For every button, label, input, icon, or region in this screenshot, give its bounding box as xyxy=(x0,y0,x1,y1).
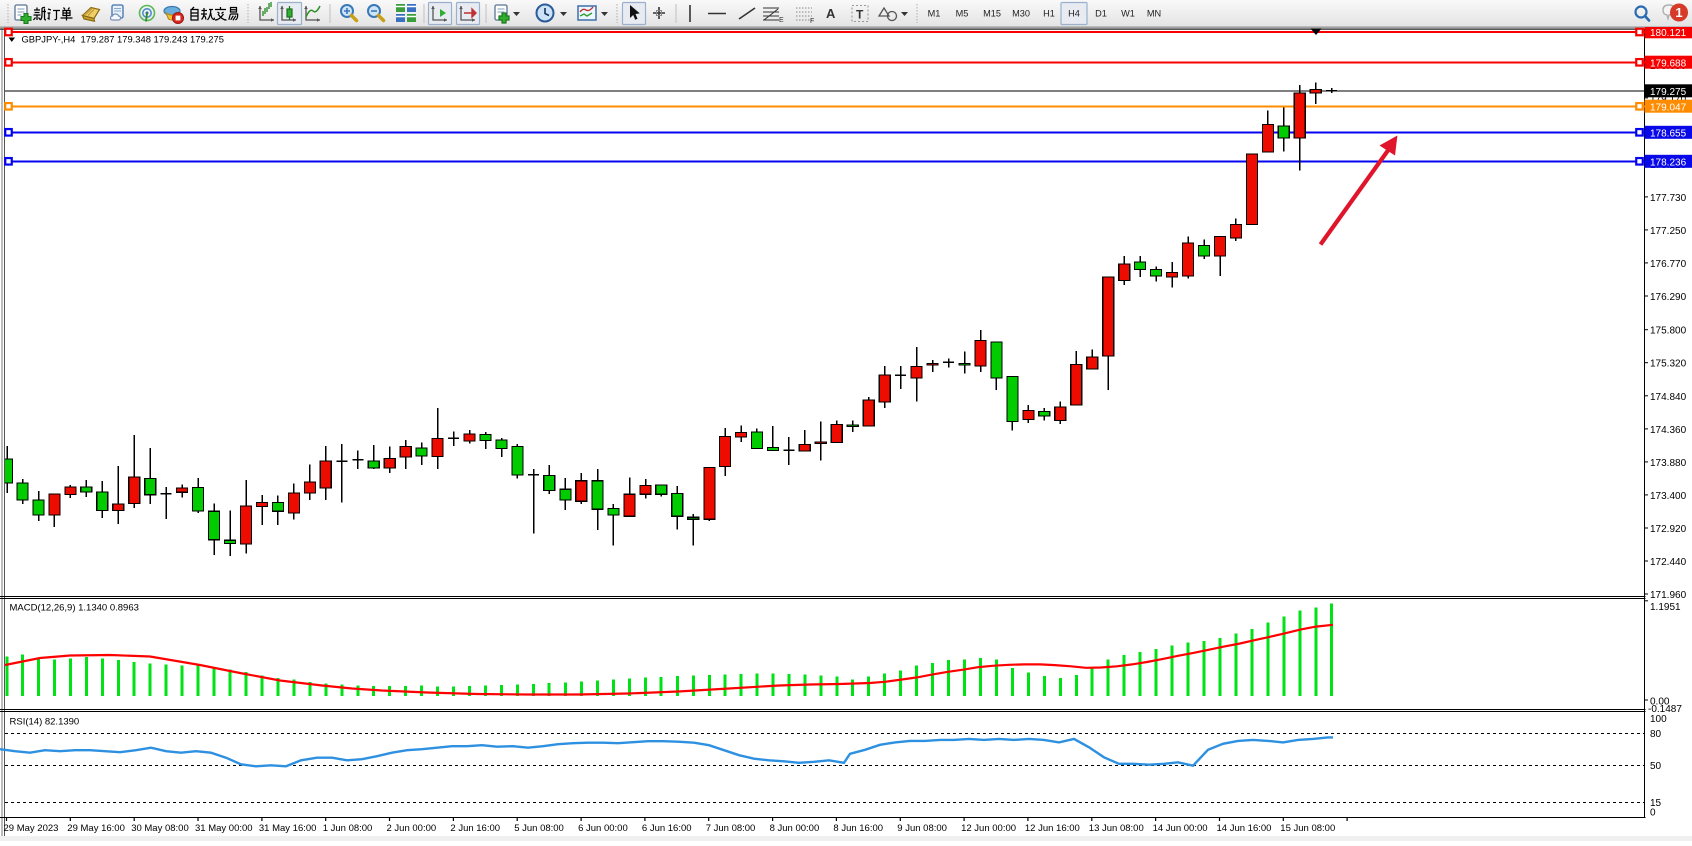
svg-text:80: 80 xyxy=(1650,729,1662,740)
svg-text:E: E xyxy=(779,17,784,24)
svg-text:179.275: 179.275 xyxy=(1650,87,1687,98)
svg-text:172.920: 172.920 xyxy=(1650,524,1687,535)
svg-text:5 Jun 08:00: 5 Jun 08:00 xyxy=(514,823,564,834)
svg-text:8 Jun 00:00: 8 Jun 00:00 xyxy=(770,823,820,834)
svg-text:50: 50 xyxy=(1650,761,1662,772)
svg-text:MACD(12,26,9) 1.1340 0.8963: MACD(12,26,9) 1.1340 0.8963 xyxy=(10,603,139,614)
svg-text:1: 1 xyxy=(1675,5,1682,20)
svg-text:179.047: 179.047 xyxy=(1650,102,1687,113)
svg-text:178.236: 178.236 xyxy=(1650,158,1687,169)
svg-text:176.290: 176.290 xyxy=(1650,292,1687,303)
svg-text:15 Jun 08:00: 15 Jun 08:00 xyxy=(1280,823,1335,834)
svg-text:6 Jun 16:00: 6 Jun 16:00 xyxy=(642,823,692,834)
svg-text:14 Jun 16:00: 14 Jun 16:00 xyxy=(1217,823,1272,834)
svg-text:M15: M15 xyxy=(983,9,1001,19)
svg-text:M1: M1 xyxy=(928,9,941,19)
svg-text:177.730: 177.730 xyxy=(1650,193,1687,204)
svg-text:GBPJPY-,H4 179.287 179.348 17: GBPJPY-,H4 179.287 179.348 179.243 179.2… xyxy=(22,34,224,45)
svg-text:2 Jun 00:00: 2 Jun 00:00 xyxy=(387,823,437,834)
svg-text:174.840: 174.840 xyxy=(1650,392,1687,403)
svg-text:30 May 08:00: 30 May 08:00 xyxy=(131,823,189,834)
svg-text:F: F xyxy=(810,18,814,25)
svg-text:1 Jun 08:00: 1 Jun 08:00 xyxy=(323,823,373,834)
svg-text:H1: H1 xyxy=(1043,9,1055,19)
svg-text:179.688: 179.688 xyxy=(1650,58,1687,69)
svg-text:13 Jun 08:00: 13 Jun 08:00 xyxy=(1089,823,1144,834)
svg-text:6 Jun 00:00: 6 Jun 00:00 xyxy=(578,823,628,834)
svg-text:D1: D1 xyxy=(1095,9,1107,19)
svg-text:M30: M30 xyxy=(1012,9,1030,19)
svg-text:A: A xyxy=(826,6,836,21)
svg-text:176.770: 176.770 xyxy=(1650,259,1687,270)
svg-text:174.360: 174.360 xyxy=(1650,425,1687,436)
svg-text:172.440: 172.440 xyxy=(1650,557,1687,568)
svg-text:171.960: 171.960 xyxy=(1650,590,1687,601)
svg-text:175.320: 175.320 xyxy=(1650,359,1687,370)
svg-text:180.121: 180.121 xyxy=(1650,28,1687,39)
svg-text:31 May 16:00: 31 May 16:00 xyxy=(259,823,317,834)
svg-text:31 May 00:00: 31 May 00:00 xyxy=(195,823,253,834)
svg-text:2 Jun 16:00: 2 Jun 16:00 xyxy=(450,823,500,834)
svg-text:RSI(14) 82.1390: RSI(14) 82.1390 xyxy=(10,717,80,728)
svg-text:173.400: 173.400 xyxy=(1650,491,1687,502)
svg-text:M5: M5 xyxy=(956,9,969,19)
svg-text:173.880: 173.880 xyxy=(1650,458,1687,469)
svg-text:9 Jun 08:00: 9 Jun 08:00 xyxy=(897,823,947,834)
svg-text:12 Jun 00:00: 12 Jun 00:00 xyxy=(961,823,1016,834)
svg-text:12 Jun 16:00: 12 Jun 16:00 xyxy=(1025,823,1080,834)
svg-text:177.250: 177.250 xyxy=(1650,226,1687,237)
svg-text:7 Jun 08:00: 7 Jun 08:00 xyxy=(706,823,756,834)
svg-text:H4: H4 xyxy=(1068,9,1080,19)
svg-text:14 Jun 00:00: 14 Jun 00:00 xyxy=(1153,823,1208,834)
svg-text:8 Jun 16:00: 8 Jun 16:00 xyxy=(833,823,883,834)
svg-text:100: 100 xyxy=(1650,714,1667,725)
svg-text:1.1951: 1.1951 xyxy=(1650,602,1681,613)
svg-text:MN: MN xyxy=(1147,9,1161,19)
svg-text:29 May 2023: 29 May 2023 xyxy=(4,823,59,834)
svg-text:0: 0 xyxy=(1650,807,1656,818)
svg-text:29 May 16:00: 29 May 16:00 xyxy=(67,823,125,834)
svg-text:178.655: 178.655 xyxy=(1650,129,1687,140)
svg-text:T: T xyxy=(856,8,864,22)
svg-text:W1: W1 xyxy=(1121,9,1135,19)
svg-text:175.800: 175.800 xyxy=(1650,326,1687,337)
